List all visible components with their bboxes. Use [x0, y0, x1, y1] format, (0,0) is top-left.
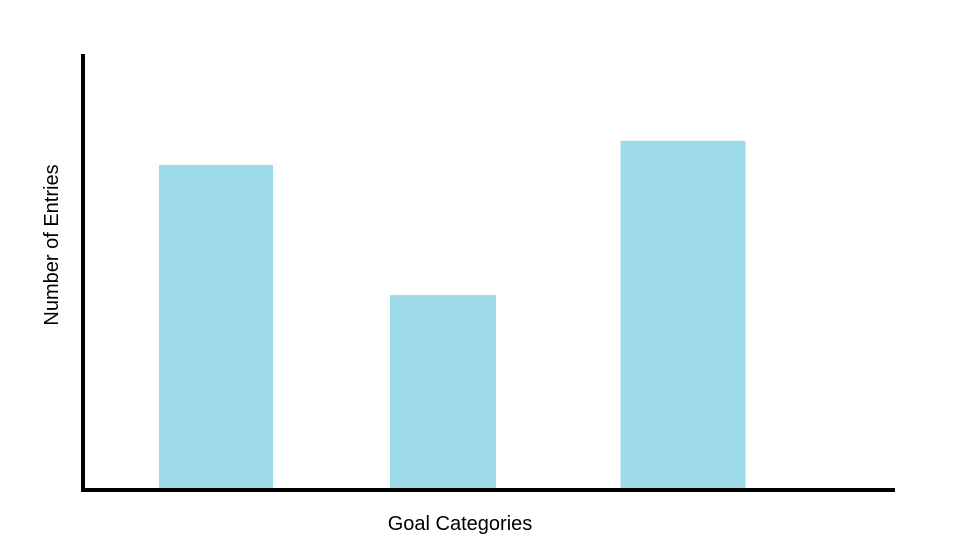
bar-2 — [390, 295, 496, 488]
bar-1 — [159, 164, 273, 488]
x-axis-title: Goal Categories — [388, 513, 533, 535]
bar-3 — [620, 140, 746, 489]
bars-group — [159, 140, 746, 489]
y-axis-title: Number of Entries — [41, 164, 63, 325]
